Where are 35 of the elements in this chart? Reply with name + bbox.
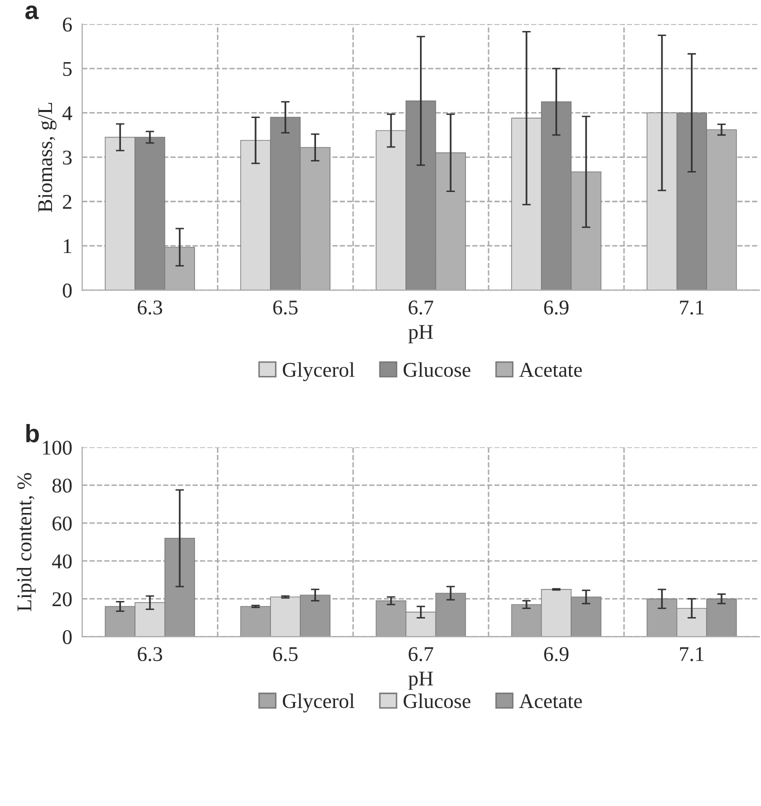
y-tick-label: 20	[52, 592, 72, 606]
legend-label: Glycerol	[282, 362, 354, 382]
legend-label: Glucose	[404, 694, 470, 708]
y-tick-label: 2	[62, 194, 72, 209]
x-tick-label: 6.9	[544, 647, 568, 662]
y-tick-label: 4	[62, 106, 72, 120]
y-tick-label: 60	[52, 516, 72, 531]
text: a	[25, 6, 39, 20]
x-axis-title: pH	[408, 672, 433, 690]
y-axis-title: Lipid content, %	[16, 473, 36, 612]
x-tick-label: 6.7	[408, 300, 434, 315]
x-tick-label: 6.3	[138, 647, 162, 662]
x-tick-label: 6.5	[273, 300, 298, 315]
y-tick-label: 6	[62, 18, 72, 32]
y-tick-label: 80	[52, 478, 72, 493]
y-tick-label: 0	[62, 284, 72, 298]
x-tick-label: 7.1	[680, 647, 704, 662]
y-tick-label: 40	[52, 554, 72, 568]
y-tick-label: 5	[63, 62, 72, 76]
x-tick-label: 6.9	[544, 300, 568, 315]
y-tick-label: 100	[43, 440, 72, 455]
text: b	[26, 424, 39, 442]
x-axis-title: pH	[408, 325, 433, 344]
x-tick-label: 6.7	[408, 647, 434, 662]
x-tick-label: 6.5	[273, 647, 298, 662]
y-tick-label: 1	[64, 239, 72, 254]
x-tick-label: 7.1	[680, 300, 704, 315]
legend-label: Glycerol	[282, 694, 354, 712]
y-axis-title: Biomass, g/L	[38, 102, 56, 212]
y-tick-label: 0	[62, 630, 72, 644]
y-tick-label: 3	[63, 150, 72, 165]
x-tick-label: 6.3	[138, 300, 162, 315]
legend-label: Glucose	[404, 362, 470, 377]
legend-label: Acetate	[519, 362, 582, 377]
legend-label: Acetate	[519, 694, 582, 708]
